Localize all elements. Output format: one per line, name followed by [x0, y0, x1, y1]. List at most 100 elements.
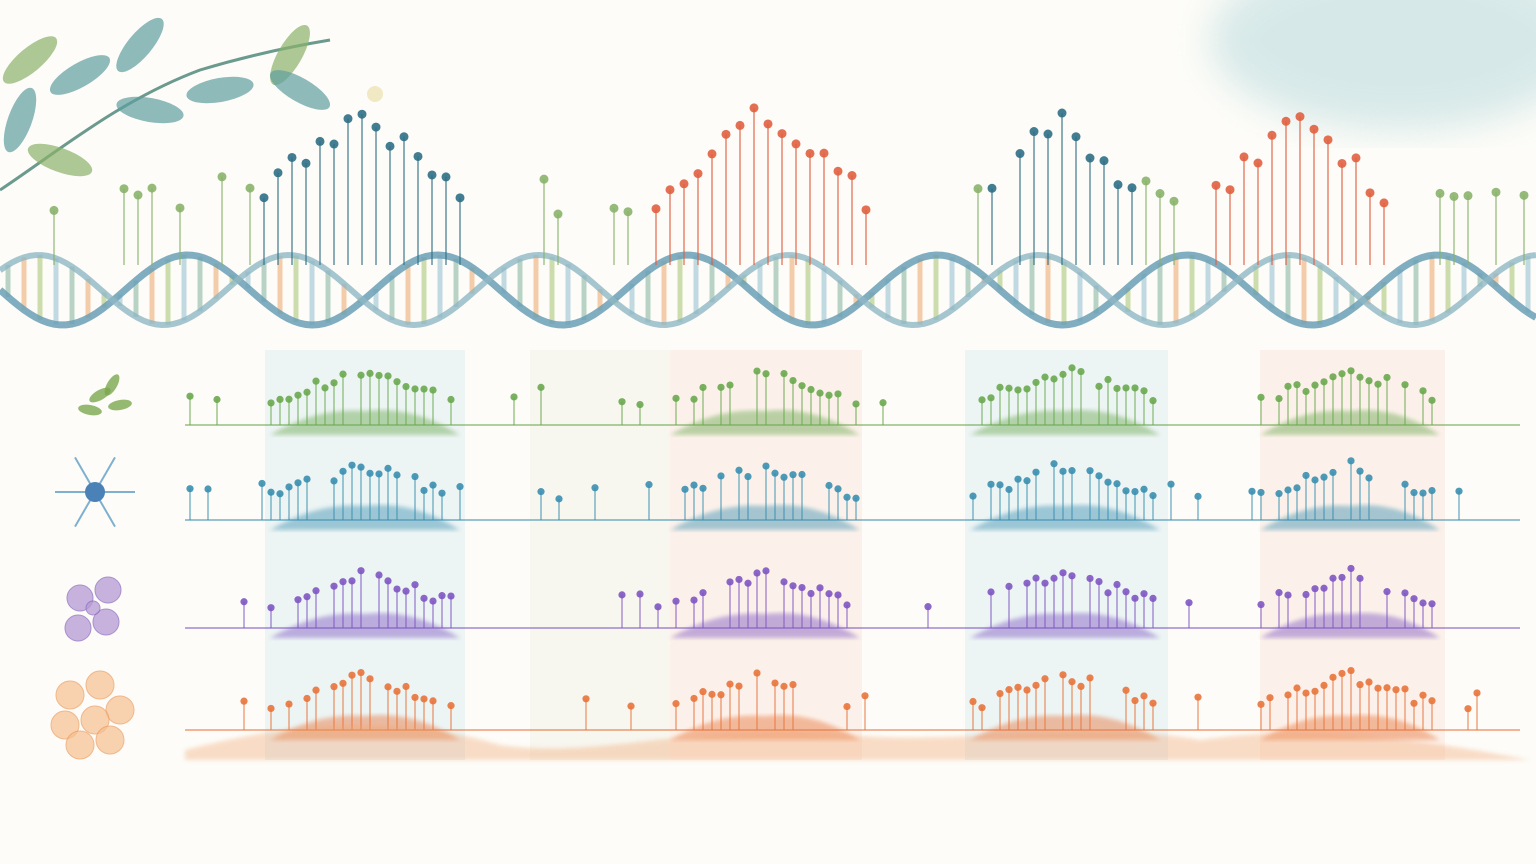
row-pin-head [312, 587, 320, 595]
row-pin-head [1113, 580, 1121, 589]
row-pin-head [1104, 478, 1112, 486]
row-pin-head [438, 489, 446, 497]
pin-head [1141, 176, 1151, 186]
row-pin-head [1122, 384, 1130, 392]
row-pin-head [375, 371, 383, 380]
row-pin-head [1293, 484, 1301, 492]
leaf [186, 76, 254, 104]
row-pin-head [690, 481, 698, 489]
orange-wash [185, 724, 1530, 760]
row-pin-head [780, 473, 788, 481]
row-pin-head [420, 594, 428, 602]
row-pin-head [1401, 381, 1409, 389]
row-pin-head [330, 683, 338, 691]
row-pin-head [1041, 675, 1049, 683]
row-pin-head [1149, 397, 1157, 405]
row-pin-head [375, 470, 383, 478]
row-pin-head [1140, 485, 1148, 493]
row-pin-head [1194, 693, 1202, 701]
density-mound [1260, 613, 1440, 638]
pin-head [273, 168, 283, 178]
density-mound [1260, 505, 1440, 530]
row-pin-head [789, 582, 797, 590]
row-pin-head [1455, 487, 1463, 495]
row-pin-head [186, 392, 194, 400]
row-pin-head [330, 477, 338, 485]
row-pin-head [1050, 375, 1058, 383]
pin-head [805, 148, 815, 158]
row-pin-head [717, 472, 725, 480]
row-pin-head [1419, 387, 1427, 395]
row-pin-head [1140, 692, 1148, 700]
row-pin-head [1284, 382, 1292, 390]
row-pin-head [1374, 380, 1382, 388]
row-pin-head [357, 567, 365, 575]
row-pin-head [753, 569, 761, 577]
row-pin-head [402, 382, 410, 391]
pin-head [539, 174, 549, 184]
row-pin-head [1149, 594, 1157, 603]
plant-icon-leaf [104, 374, 120, 396]
pin-head [721, 129, 731, 139]
row-pin-head [213, 395, 221, 404]
row-pin-head [744, 472, 752, 481]
row-pin-head [672, 597, 680, 605]
pin-head [847, 171, 857, 181]
row-pin-head [285, 395, 293, 403]
pin-head [1253, 158, 1263, 168]
pin-head [357, 109, 367, 119]
pin-head [1015, 149, 1025, 159]
row-pin-head [996, 383, 1004, 391]
row-pin-head [1401, 589, 1409, 597]
row-pin-head [1302, 689, 1310, 697]
row-pin-head [852, 494, 860, 502]
row-pin-head [258, 479, 266, 488]
row-pin-head [789, 471, 797, 479]
pin-head [1127, 183, 1137, 193]
row-pin-head [1104, 375, 1112, 384]
row-pin-head [276, 490, 284, 498]
row-pin-head [699, 383, 707, 392]
row-pin-head [1059, 671, 1067, 679]
row-pin-head [1131, 594, 1139, 602]
pin-head [665, 185, 675, 195]
row-pin-head [1302, 471, 1310, 480]
row-pin-head [1419, 489, 1427, 497]
row-pin-head [411, 472, 419, 481]
row-pin-head [384, 683, 392, 691]
pin-head [133, 190, 143, 200]
row-pin-head [726, 578, 734, 586]
row-pin-head [852, 400, 860, 408]
row-pin-head [1383, 684, 1391, 692]
row-pin-head [699, 589, 707, 597]
row-pin-head [1473, 689, 1481, 697]
row-pin-head [1428, 697, 1436, 705]
row-pin-head [1338, 669, 1346, 678]
row-pin-head [420, 486, 428, 495]
row-pin-head [348, 577, 356, 585]
pin-head [679, 179, 689, 189]
row-pin-head [384, 372, 392, 380]
leaf [270, 24, 310, 86]
row-pin-head [1149, 699, 1157, 707]
row-pin-head [429, 386, 437, 394]
leaf [27, 143, 93, 177]
pin-head [819, 148, 829, 158]
pin-head [455, 193, 465, 203]
row-pin-head [1419, 599, 1427, 607]
pin-head [973, 184, 983, 194]
dot [367, 86, 383, 102]
row-pin-head [303, 475, 311, 483]
row-pin-head [996, 689, 1004, 698]
row-pin-head [285, 483, 293, 491]
row-pin-head [294, 391, 302, 399]
density-mound [1260, 410, 1440, 435]
pin-head [175, 203, 185, 213]
pin-head [385, 141, 395, 151]
row-pin-head [1428, 487, 1436, 495]
row-pin-head [411, 693, 419, 702]
row-pin-head [987, 480, 995, 488]
row-pin-head [1428, 396, 1436, 404]
row-pin-head [690, 395, 698, 403]
row-pin-head [825, 481, 833, 490]
